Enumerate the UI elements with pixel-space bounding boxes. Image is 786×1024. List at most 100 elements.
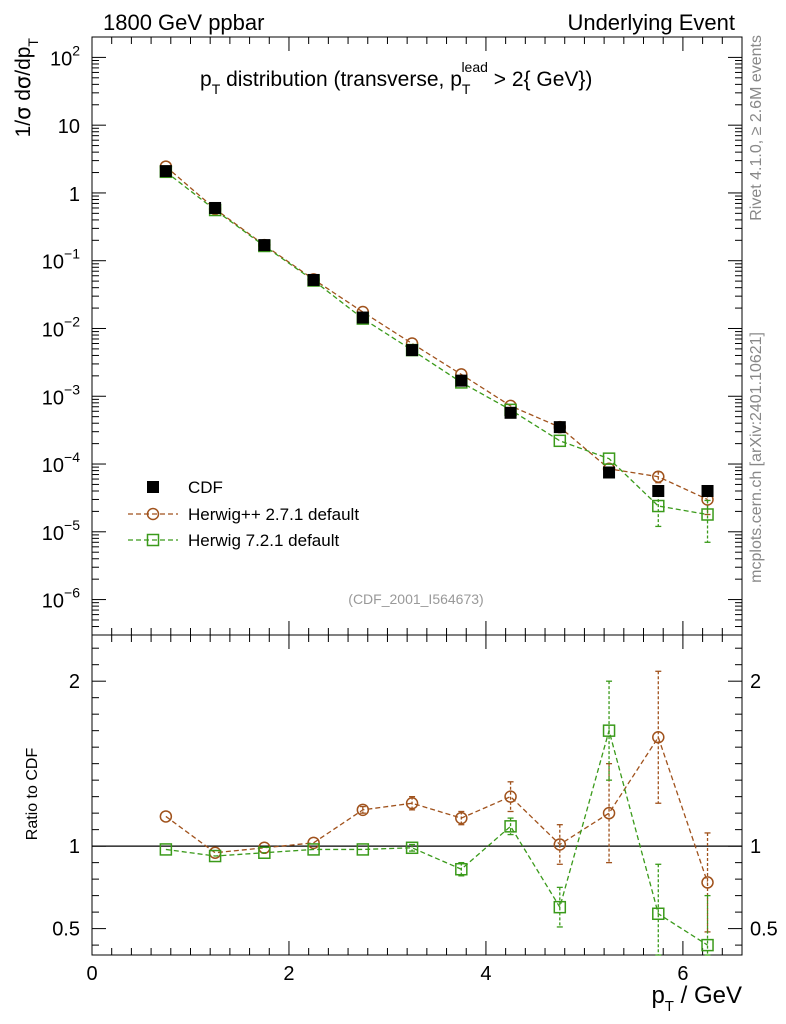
y-tick-label: 10−1 [42,246,80,274]
mcplots-label: mcplots.cern.ch [arXiv:2401.10621] [748,332,765,583]
ratio-y-tick-label: 0.5 [52,919,80,941]
ratio-y-tick-label: 2 [69,671,80,693]
ratio-line [165,735,709,883]
header-right: Underlying Event [567,10,735,35]
legend-label: Herwig 7.2.1 default [188,531,339,550]
y-tick-exp: 2 [72,42,80,58]
y-tick-label: 10−5 [42,517,80,545]
y-tick-label: 10−2 [42,313,80,341]
ratio-point [602,724,616,737]
header-left: 1800 GeV ppbar [103,10,264,35]
ratio-series-layer [159,670,714,956]
ratio-point [652,731,665,744]
ratio-point [159,843,173,856]
x-tick-label: 2 [283,963,294,985]
y-tick-base: 10 [42,319,64,341]
y-tick-exp: −3 [64,381,80,397]
ratio-y-tick-label-right: 1 [750,836,761,858]
ratio-y-tick-label-right: 0.5 [750,919,778,941]
title-p2: p [450,68,462,91]
y-tick-exp: −5 [64,517,80,533]
data-point [356,311,369,324]
legend-marker [147,481,159,493]
ratio-series-herwig-7-2-1-default [159,680,714,956]
y-tick-label: 10−3 [42,381,80,409]
ratio-point [356,803,370,817]
y-tick-label: 10−6 [42,585,80,613]
x-tick-label: 4 [480,963,491,985]
y-tick-exp: −6 [64,585,80,601]
data-point [406,344,419,357]
ylabel-d: /dp [12,47,35,76]
data-point [258,239,271,252]
ratio-point [553,900,567,914]
legend-marker [146,507,160,521]
data-point [209,201,222,214]
title-tail: > 2{ GeV}) [488,68,593,91]
x-tick-label: 0 [86,963,97,985]
legend-marker [146,533,160,547]
main-ylabel: 1/σ dσ/dpT [11,38,41,138]
y-tick-base: 10 [42,591,64,613]
xlabel-p: p [651,982,664,1009]
ylabel-b: d [12,89,35,107]
series-line [165,171,708,516]
data-point [455,374,468,387]
ratio-point [455,862,468,876]
xlabel-sub: T [665,998,674,1015]
ylabel-a: 1/ [12,120,35,138]
y-tick-exp: −2 [64,313,80,329]
ratio-series-herwig-2-7-1-default [159,670,714,933]
ratio-ylabel: Ratio to CDF [24,748,41,841]
data-point [603,466,616,479]
y-tick-label: 10−4 [42,449,80,477]
ratio-point [504,820,517,833]
x-tick-label: 6 [677,963,688,985]
data-point [307,273,320,286]
y-tick-base: 10 [42,523,64,545]
series-herwig-2-7-1-default [159,160,714,516]
data-point [652,470,665,483]
title-p2-sub: T [462,81,471,97]
title-p: p [200,68,212,91]
legend-label: CDF [188,478,223,497]
rivet-label: Rivet 4.1.0, ≥ 2.6M events [748,35,765,221]
data-point [652,484,665,497]
xlabel-rest: / GeV [674,982,742,1009]
title-p2-sup: lead [461,59,487,75]
ratio-point [307,836,320,850]
ratio-point [504,790,517,803]
data-point [652,499,665,513]
data-point [701,484,714,497]
y-tick-base: 10 [42,252,64,274]
main-series-layer [159,160,714,543]
ratio-y-tick-label-right: 2 [750,671,761,693]
ratio-point [307,843,320,856]
series-cdf [159,165,714,497]
data-point [504,406,517,419]
title-text: distribution (transverse, [220,68,450,91]
ratio-point [258,846,271,859]
y-tick-base: 10 [42,455,64,477]
ylabel-c: σ [11,76,35,89]
legend: CDF Herwig++ 2.7.1 default Herwig 7.2.1 de… [128,478,359,550]
y-tick-exp: −4 [64,449,80,465]
data-point [553,421,566,434]
series-herwig-7-2-1-default [159,165,714,543]
ratio-point [405,796,419,810]
ratio-line [165,728,708,946]
data-point [553,434,567,448]
main-title: pT distribution (transverse, pTlead > 2{… [200,59,592,97]
y-tick-base: 10 [42,387,64,409]
ylabel-sigma: σ [11,107,35,120]
legend-label: Herwig++ 2.7.1 default [188,505,359,524]
y-tick-base: 10 [50,48,72,70]
data-point [602,452,616,465]
y-tick-exp: −1 [64,246,80,262]
ratio-point [652,907,665,921]
series-line [165,166,708,501]
ratio-point [208,849,222,863]
ratio-point [455,811,468,825]
